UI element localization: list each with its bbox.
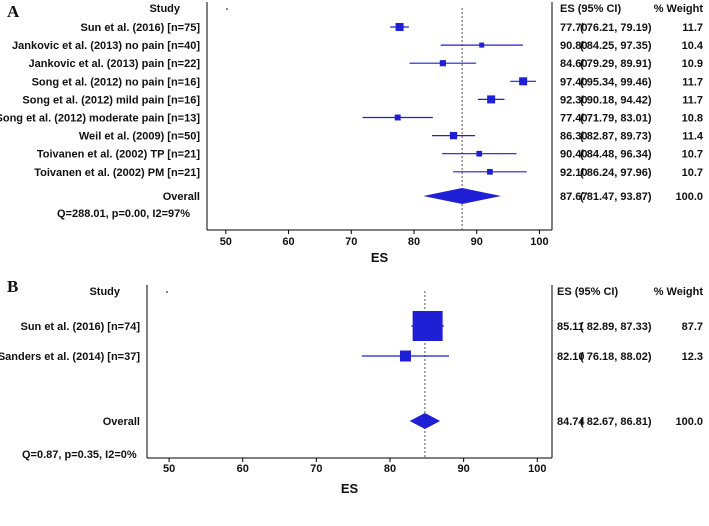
panel-a-effect-marker [487, 95, 496, 104]
panel-b-effect-marker [412, 311, 443, 341]
panel-a-header-study: Study [149, 3, 180, 15]
panel-b-x-tick-label: 80 [384, 463, 396, 475]
panel-b-x-tick-label: 70 [310, 463, 322, 475]
panel-a-effect-marker [439, 60, 446, 67]
panel-a-overall-label: Overall [163, 191, 200, 203]
panel-a-heterogeneity-stat: Q=288.01, p=0.00, I2=97% [57, 208, 190, 220]
panel-a-letter: A [7, 2, 20, 21]
panel-a-effect-marker [395, 23, 404, 31]
panel-a-study-weight: 11.4 [682, 131, 704, 143]
panel-a-effect-marker [449, 131, 458, 140]
panel-b-study-label: Sun et al. (2016) [n=74] [20, 321, 140, 333]
panel-b-overall-weight: 100.0 [675, 416, 703, 428]
panel-a-effect-marker [519, 77, 528, 86]
panel-a-study-weight: 10.9 [682, 58, 703, 70]
panel-a-study-label: Song et al. (2012) no pain [n=16] [32, 76, 201, 88]
panel-a-study-label: Song et al. (2012) mild pain [n=16] [22, 94, 200, 106]
panel-a-study-weight: 10.8 [682, 113, 703, 125]
panel-a-x-tick-label: 50 [220, 236, 232, 248]
panel-a-study-label: Weil et al. (2009) [n=50] [79, 131, 200, 143]
panel-b-heterogeneity-stat: Q=0.87, p=0.35, I2=0% [22, 449, 137, 461]
panel-b-header-dot [166, 291, 168, 293]
panel-a-study-weight: 10.7 [682, 167, 703, 179]
panel-a-overall-diamond [423, 188, 502, 204]
panel-a-study-ci: ( 90.18, 94.42) [580, 94, 652, 106]
panel-b-overall-es: 84.74 [557, 416, 585, 428]
panel-a-study-label: Sun et al. (2016) [n=75] [80, 22, 200, 34]
panel-a-study-ci: ( 84.48, 96.34) [580, 149, 652, 161]
panel-a-study-es: 86.30 [560, 131, 588, 143]
panel-b-x-tick-label: 90 [458, 463, 470, 475]
panel-a-study-ci: ( 79.29, 89.91) [580, 58, 652, 70]
panel-a-header-dot [226, 8, 228, 10]
panel-a-x-axis-title: ES [371, 250, 389, 265]
panel-b-header-weight: % Weight [654, 286, 704, 298]
panel-a-x-tick-label: 80 [408, 236, 420, 248]
panel-a-study-label: Song et al. (2012) moderate pain [n=13] [0, 113, 200, 125]
panel-a-study-es: 84.60 [560, 58, 588, 70]
panel-a-study-es: 77.40 [560, 113, 588, 125]
panel-a-study-label: Toivanen et al. (2002) PM [n=21] [34, 167, 200, 179]
panel-a-study-es: 77.70 [560, 22, 588, 34]
panel-b-study-weight: 87.7 [682, 321, 703, 333]
panel-a-x-tick-label: 100 [530, 236, 548, 248]
panel-a-study-weight: 10.4 [682, 40, 704, 52]
panel-a-header-weight: % Weight [654, 3, 704, 15]
panel-a-study-ci: ( 82.87, 89.73) [580, 131, 652, 143]
panel-a-overall-weight: 100.0 [675, 191, 703, 203]
panel-b-study-ci: ( 82.89, 87.33) [580, 321, 652, 333]
panel-a-study-ci: ( 86.24, 97.96) [580, 167, 652, 179]
panel-a-study-ci: ( 71.79, 83.01) [580, 113, 652, 125]
panel-a-study-es: 92.30 [560, 94, 588, 106]
panel-a-effect-marker [394, 114, 401, 121]
panel-b-x-tick-label: 100 [528, 463, 546, 475]
panel-a-x-tick-label: 70 [345, 236, 357, 248]
panel-b-header-study: Study [89, 286, 120, 298]
panel-b-x-axis-title: ES [341, 481, 359, 496]
panel-a-overall-es: 87.67 [560, 191, 588, 203]
panel-a-x-tick-label: 60 [282, 236, 294, 248]
panel-b-study-es: 82.10 [557, 351, 585, 363]
panel-a-study-weight: 10.7 [682, 149, 703, 161]
panel-b-overall-diamond [409, 413, 441, 429]
panel-b-header-es: ES (95% CI) [557, 286, 618, 298]
panel-a-study-weight: 11.7 [682, 22, 703, 34]
panel-a-header-es: ES (95% CI) [560, 3, 621, 15]
panel-b-x-tick-label: 60 [237, 463, 249, 475]
panel-a-study-weight: 11.7 [682, 94, 703, 106]
panel-a-study-label: Toivanen et al. (2002) TP [n=21] [37, 149, 200, 161]
panel-b-study-es: 85.11 [557, 321, 584, 333]
panel-a-study-label: Jankovic et al. (2013) no pain [n=40] [12, 40, 200, 52]
panel-b-study-ci: ( 76.18, 88.02) [580, 351, 652, 363]
panel-b-overall-label: Overall [103, 416, 140, 428]
panel-b-overall-ci: ( 82.67, 86.81) [580, 416, 652, 428]
panel-a-study-es: 90.80 [560, 40, 588, 52]
panel-a-effect-marker [487, 168, 493, 175]
panel-a-study-weight: 11.7 [682, 76, 703, 88]
panel-a-overall-ci: ( 81.47, 93.87) [580, 191, 652, 203]
panel-b-x-tick-label: 50 [163, 463, 175, 475]
panel-a-study-label: Jankovic et al. (2013) pain [n=22] [29, 58, 201, 70]
panel-b-letter: B [7, 277, 18, 296]
panel-a-study-es: 90.40 [560, 149, 588, 161]
panel-a-study-ci: ( 76.21, 79.19) [580, 22, 652, 34]
panel-b-study-weight: 12.3 [682, 351, 703, 363]
panel-a-study-ci: ( 84.25, 97.35) [580, 40, 652, 52]
panel-b-study-label: Sanders et al. (2014) [n=37] [0, 351, 140, 363]
panel-a-study-es: 97.40 [560, 76, 588, 88]
panel-a-study-ci: ( 95.34, 99.46) [580, 76, 652, 88]
panel-b-effect-marker [399, 350, 411, 362]
panel-a-study-es: 92.10 [560, 167, 588, 179]
panel-a-effect-marker [479, 42, 485, 48]
panel-a-x-tick-label: 90 [471, 236, 483, 248]
panel-a-effect-marker [476, 150, 483, 157]
